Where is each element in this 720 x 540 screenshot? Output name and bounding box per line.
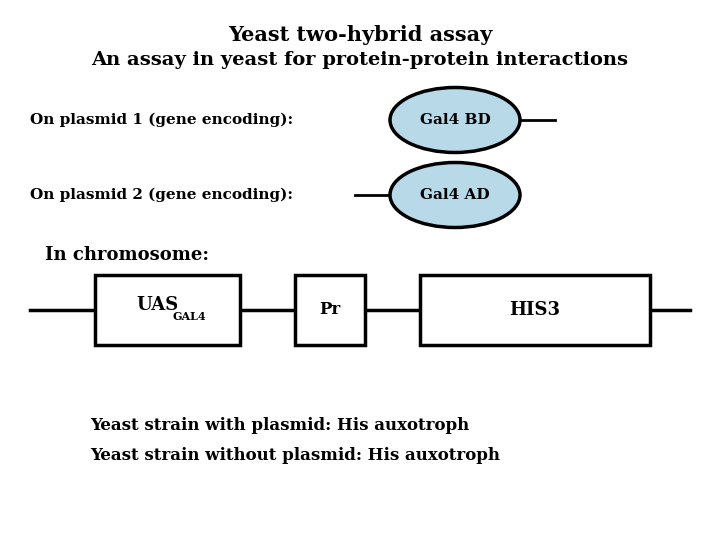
- Bar: [95, 275, 240, 345]
- Ellipse shape: [390, 163, 520, 227]
- Text: HIS3: HIS3: [510, 301, 560, 319]
- Bar: [295, 275, 365, 345]
- Text: Yeast strain with plasmid: His auxotroph: Yeast strain with plasmid: His auxotroph: [90, 416, 469, 434]
- Text: Yeast strain without plasmid: His auxotroph: Yeast strain without plasmid: His auxotr…: [90, 447, 500, 463]
- Text: In chromosome:: In chromosome:: [45, 246, 209, 264]
- Text: GAL4: GAL4: [173, 312, 207, 322]
- Text: Gal4 AD: Gal4 AD: [420, 188, 490, 202]
- Text: Pr: Pr: [320, 301, 341, 319]
- Text: Gal4 BD: Gal4 BD: [420, 113, 490, 127]
- Text: On plasmid 1 (gene encoding):: On plasmid 1 (gene encoding):: [30, 113, 293, 127]
- Text: UAS: UAS: [136, 296, 179, 314]
- Text: On plasmid 2 (gene encoding):: On plasmid 2 (gene encoding):: [30, 188, 293, 202]
- Bar: [420, 275, 650, 345]
- Ellipse shape: [390, 87, 520, 152]
- Text: Yeast two-hybrid assay: Yeast two-hybrid assay: [228, 25, 492, 45]
- Text: An assay in yeast for protein-protein interactions: An assay in yeast for protein-protein in…: [91, 51, 629, 69]
